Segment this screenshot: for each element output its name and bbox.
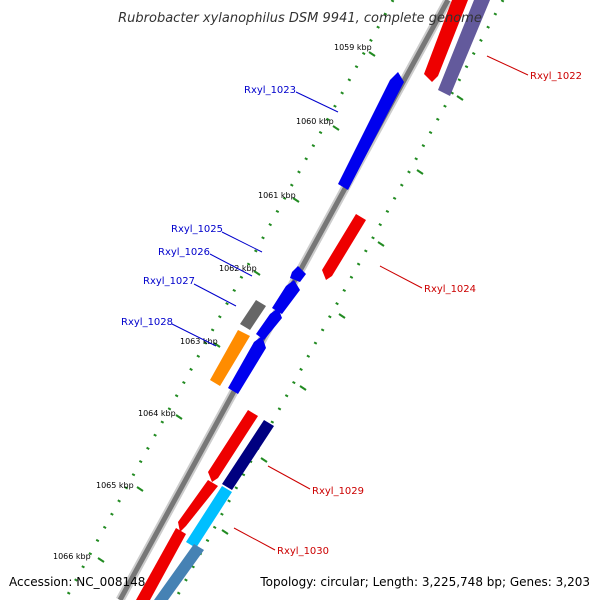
kbp-label: 1059 kbp bbox=[334, 43, 372, 52]
gene-leader-lines bbox=[171, 55, 529, 551]
plus-strand-genes bbox=[210, 72, 404, 394]
gene-cyan-arrow[interactable] bbox=[186, 486, 232, 548]
gene-rxyl-1030-arrow[interactable] bbox=[178, 480, 218, 532]
gene-rxyl-1026-arrow[interactable] bbox=[272, 280, 300, 314]
gene-label-rxyl-1025[interactable]: Rxyl_1025 bbox=[171, 224, 223, 235]
gene-rxyl-1028-arrow[interactable] bbox=[228, 336, 266, 394]
gene-label-rxyl-1028[interactable]: Rxyl_1028 bbox=[121, 317, 173, 328]
gene-rxyl-1025-arrow[interactable] bbox=[290, 266, 306, 282]
kbp-label: 1061 kbp bbox=[258, 191, 296, 200]
gene-rxyl-1027-arrow[interactable] bbox=[256, 308, 282, 340]
gene-label-rxyl-1029[interactable]: Rxyl_1029 bbox=[312, 486, 364, 497]
gene-label-rxyl-1027[interactable]: Rxyl_1027 bbox=[143, 276, 195, 287]
gene-steelblue-bottom-arrow[interactable] bbox=[154, 544, 204, 600]
topology-text: Topology: circular; Length: 3,225,748 bp… bbox=[259, 575, 590, 589]
gene-rxyl-1023-arrow[interactable] bbox=[338, 72, 404, 190]
kbp-label: 1064 kbp bbox=[138, 409, 176, 418]
accession-text: Accession: NC_008148 bbox=[9, 575, 145, 589]
gene-label-rxyl-1024[interactable]: Rxyl_1024 bbox=[424, 284, 476, 295]
kbp-label: 1063 kbp bbox=[180, 337, 218, 346]
gene-slate-arrow[interactable] bbox=[438, 0, 490, 96]
gene-labels: Rxyl_1022 Rxyl_1023 Rxyl_1024 Rxyl_1025 … bbox=[121, 71, 582, 557]
map-title: Rubrobacter xylanophilus DSM 9941, compl… bbox=[118, 11, 482, 26]
gene-red-bottom-arrow[interactable] bbox=[136, 528, 186, 600]
gene-label-rxyl-1026[interactable]: Rxyl_1026 bbox=[158, 247, 210, 258]
minus-strand-genes bbox=[136, 0, 490, 600]
gene-rxyl-1029-arrow[interactable] bbox=[208, 410, 258, 482]
major-ticks bbox=[97, 51, 464, 563]
gene-rxyl-1022-arrow[interactable] bbox=[424, 0, 468, 82]
kbp-label: 1066 kbp bbox=[53, 552, 91, 561]
gene-navy-arrow[interactable] bbox=[222, 420, 274, 490]
gene-label-rxyl-1022[interactable]: Rxyl_1022 bbox=[530, 71, 582, 82]
kbp-label: 1060 kbp bbox=[296, 117, 334, 126]
kbp-label: 1065 kbp bbox=[96, 481, 134, 490]
gene-rxyl-1028-orange[interactable] bbox=[210, 330, 250, 386]
gene-label-rxyl-1023[interactable]: Rxyl_1023 bbox=[244, 85, 296, 96]
gene-rxyl-1024-arrow[interactable] bbox=[322, 214, 366, 280]
gene-label-rxyl-1030[interactable]: Rxyl_1030 bbox=[277, 546, 329, 557]
gene-rxyl-1027-pseudo[interactable] bbox=[240, 300, 266, 330]
